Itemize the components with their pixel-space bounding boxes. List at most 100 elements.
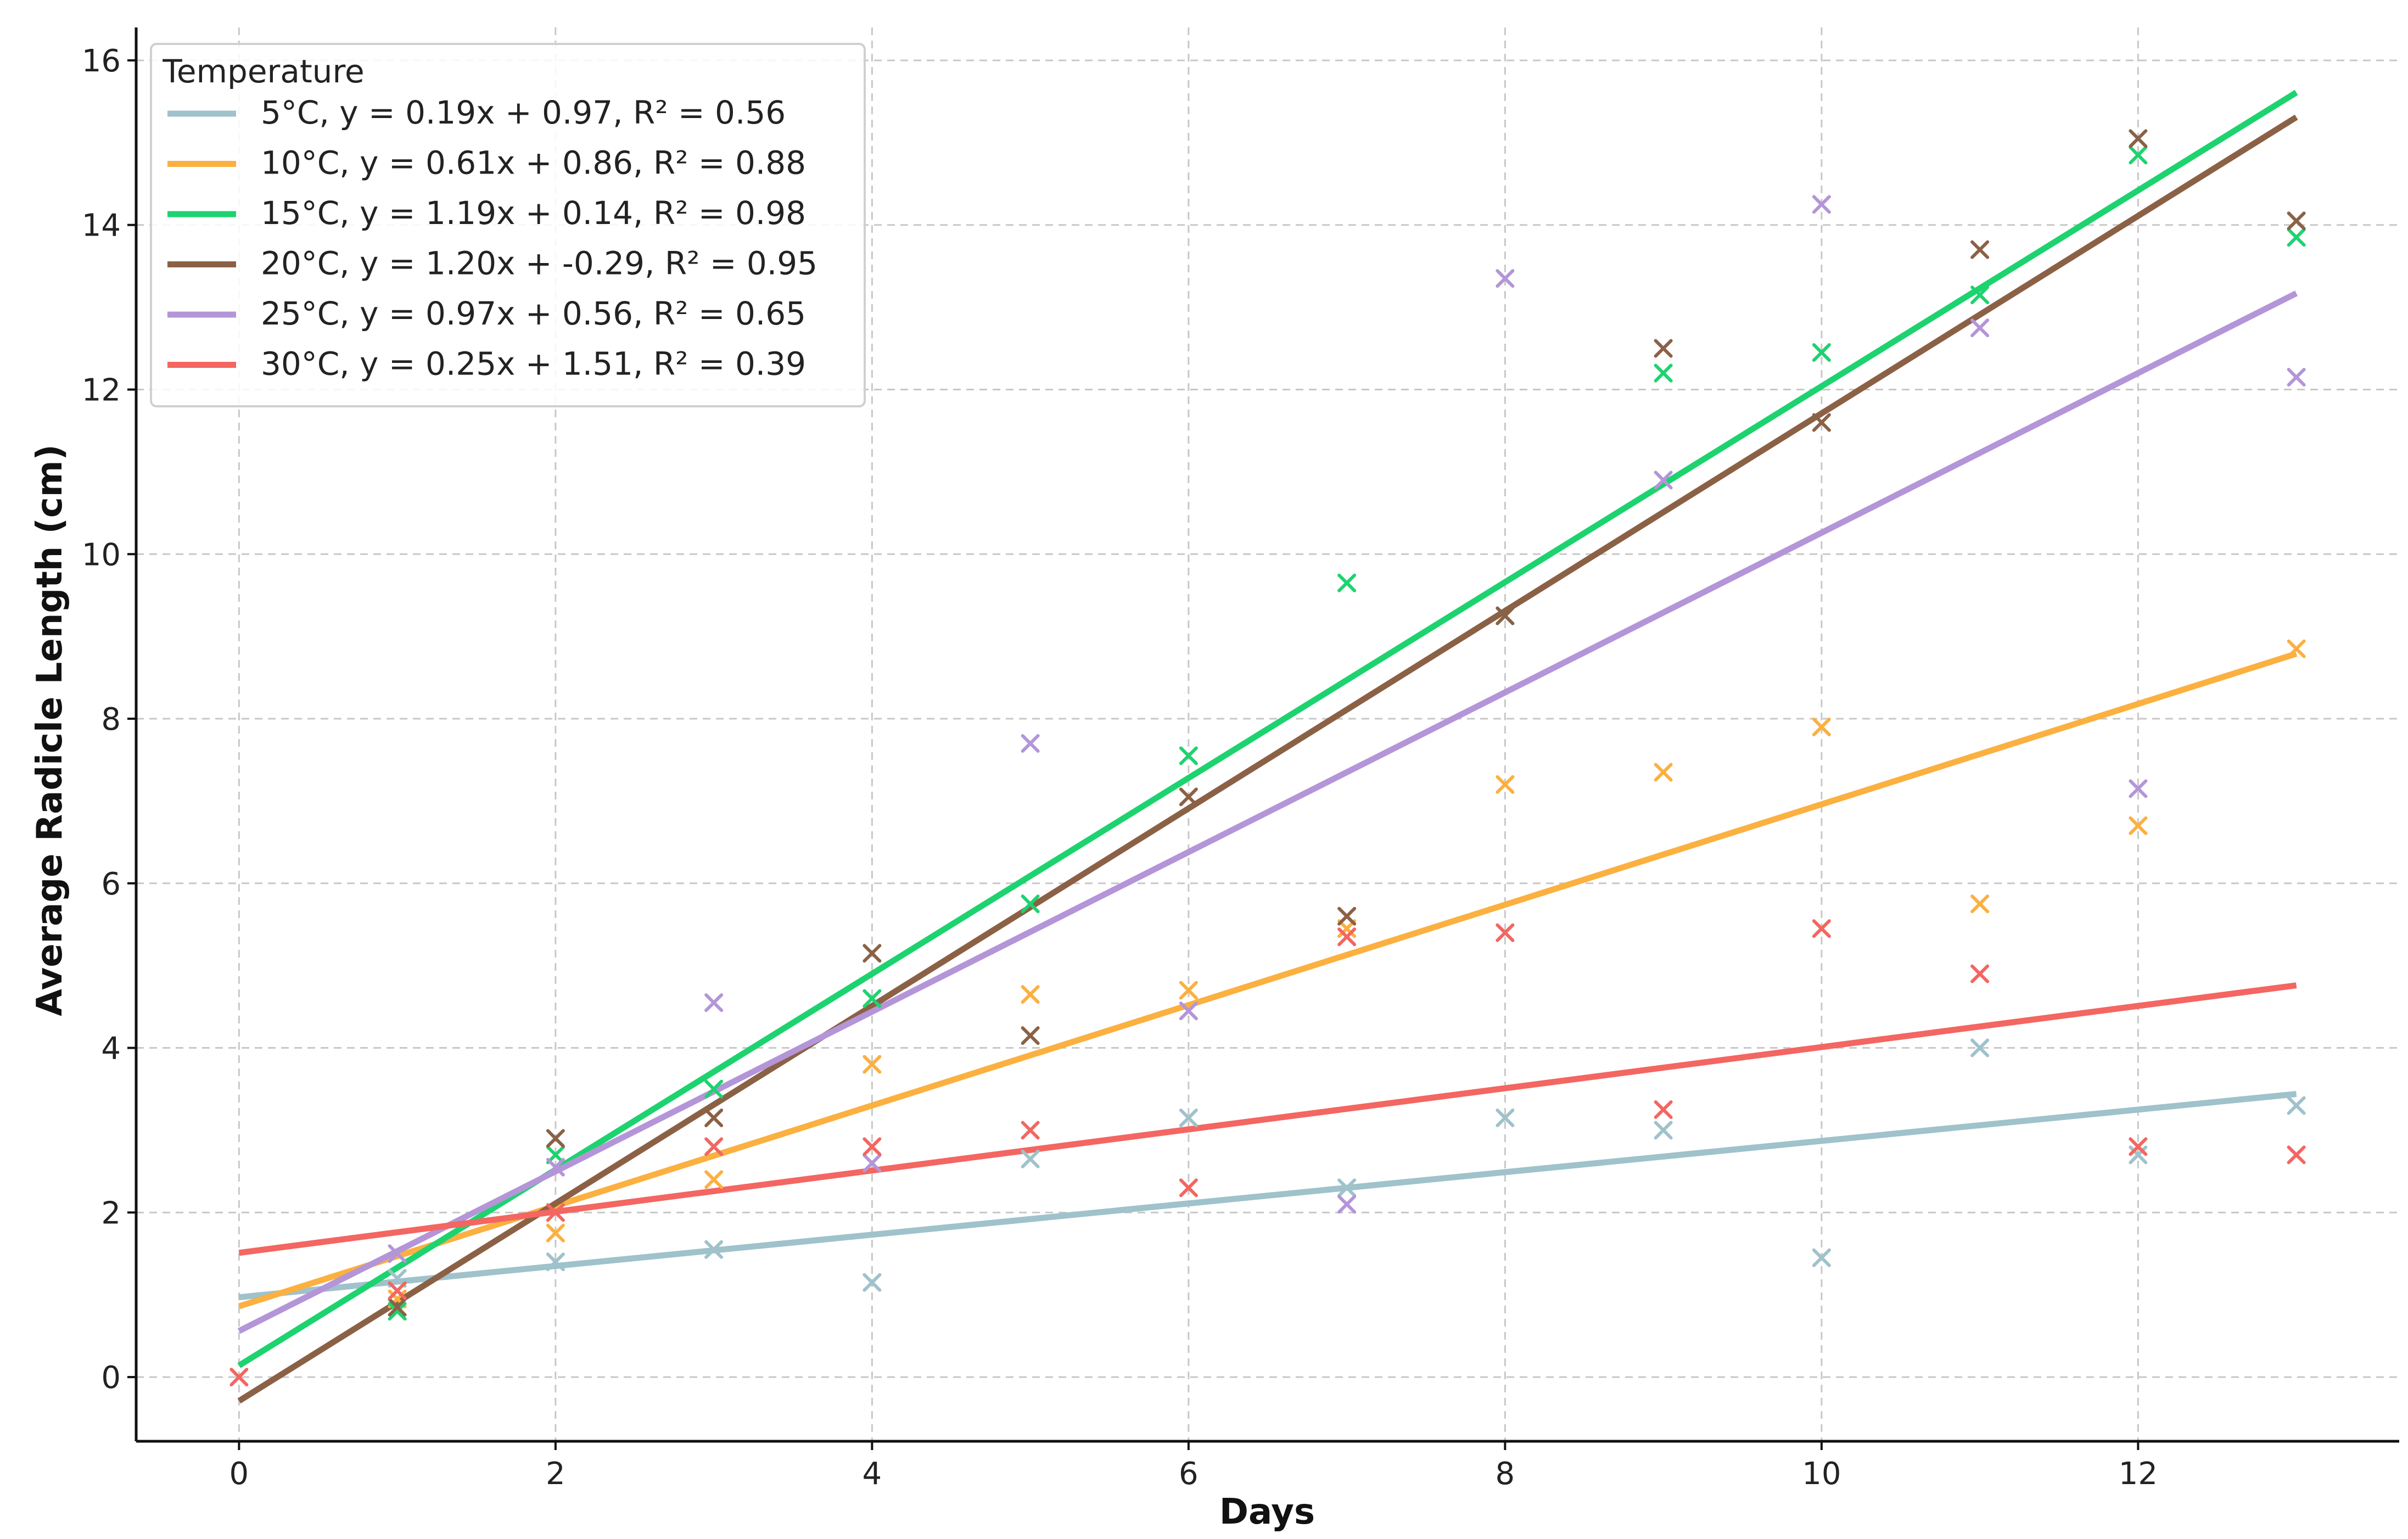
point-20c [388,1297,407,1317]
point-10c [1021,985,1040,1004]
point-5c [1021,1149,1040,1168]
point-30c [1337,927,1357,947]
point-5c [704,1240,724,1259]
point-20c [1496,606,1515,625]
x-tick-label: 8 [1496,1456,1515,1492]
legend-title: Temperature [162,53,364,90]
point-10c [1654,763,1673,782]
point-15c [1021,894,1040,914]
legend-label-20c: 20°C, y = 1.20x + -0.29, R² = 0.95 [261,245,817,282]
x-tick-label: 2 [546,1456,565,1492]
point-10c [704,1170,724,1189]
x-tick-label: 12 [2119,1456,2158,1492]
x-tick-label: 6 [1179,1456,1199,1492]
legend: Temperature 5°C, y = 0.19x + 0.97, R² = 0… [150,43,866,407]
point-15c [704,1079,724,1099]
y-tick-label: 10 [82,537,121,573]
point-20c [1337,906,1357,926]
point-20c [1021,1026,1040,1045]
x-tick-label: 0 [229,1456,249,1492]
point-5c [1812,1248,1831,1267]
point-5c [1179,1108,1198,1127]
point-20c [863,944,882,963]
y-tick-label: 8 [101,702,121,737]
fit-line-25c [237,290,2298,1334]
y-axis-title: Average Radicle Length (cm) [30,444,70,1016]
axes: 0 2 4 6 8 10 12 0 2 4 6 8 10 12 14 16 [82,27,2399,1492]
legend-box [150,43,866,407]
point-30c [1496,923,1515,942]
point-5c [1970,1038,1990,1057]
point-25c [1179,1001,1198,1021]
legend-label-5c: 5°C, y = 0.19x + 0.97, R² = 0.56 [261,94,786,131]
point-30c [1812,919,1831,938]
y-tick-label: 14 [82,208,121,244]
point-15c [1654,363,1673,383]
data-points [229,129,2306,1387]
point-30c [1021,1121,1040,1140]
point-20c [704,1108,724,1127]
point-25c [704,993,724,1012]
point-5c [863,1273,882,1292]
point-10c [1812,718,1831,737]
point-20c [1970,240,1990,259]
point-10c [2287,639,2306,658]
point-5c [1654,1121,1673,1140]
legend-label-25c: 25°C, y = 0.97x + 0.56, R² = 0.65 [261,295,806,332]
point-25c [1337,1195,1357,1214]
point-10c [546,1223,565,1243]
point-20c [1812,413,1831,432]
point-15c [1970,286,1990,305]
x-axis-title: Days [1219,1492,1315,1532]
point-15c [863,989,882,1008]
point-30c [1654,1100,1673,1119]
point-30c [2129,1137,2148,1156]
point-30c [388,1281,407,1300]
regression-lines [237,89,2298,1404]
point-25c [863,1154,882,1173]
y-tick-label: 12 [82,372,121,408]
point-10c [2129,816,2148,835]
point-25c [2129,779,2148,798]
point-5c [2287,1096,2306,1115]
point-10c [863,1055,882,1074]
point-25c [1496,269,1515,288]
x-tick-label: 10 [1802,1456,1841,1492]
fit-line-30c [238,982,2297,1256]
point-15c [2287,228,2306,247]
fit-line-20c [237,114,2298,1404]
point-25c [1970,318,1990,338]
point-25c [388,1244,407,1263]
point-25c [1654,471,1673,490]
point-30c [2287,1145,2306,1165]
y-tick-label: 4 [101,1031,121,1067]
point-15c [1337,573,1357,592]
point-15c [1812,343,1831,362]
point-20c [546,1129,565,1148]
point-20c [2129,129,2148,148]
legend-label-30c: 30°C, y = 0.25x + 1.51, R² = 0.39 [261,345,806,383]
x-tick-label: 4 [863,1456,882,1492]
point-5c [1337,1178,1357,1197]
point-30c [546,1203,565,1222]
point-5c [546,1252,565,1272]
y-tick-label: 16 [82,43,121,79]
point-20c [1654,339,1673,358]
point-15c [1179,746,1198,765]
point-10c [1970,894,1990,914]
point-15c [388,1302,407,1321]
y-tick-label: 6 [101,866,121,902]
point-25c [1812,195,1831,214]
point-25c [546,1157,565,1177]
point-25c [1021,734,1040,753]
y-tick-label: 0 [101,1360,121,1396]
y-tick-label: 2 [101,1195,121,1231]
point-25c [2287,368,2306,387]
point-5c [1496,1108,1515,1127]
point-10c [1496,775,1515,794]
point-10c [1179,981,1198,1000]
point-15c [2129,145,2148,165]
point-30c [229,1368,249,1387]
legend-label-15c: 15°C, y = 1.19x + 0.14, R² = 0.98 [261,194,806,232]
